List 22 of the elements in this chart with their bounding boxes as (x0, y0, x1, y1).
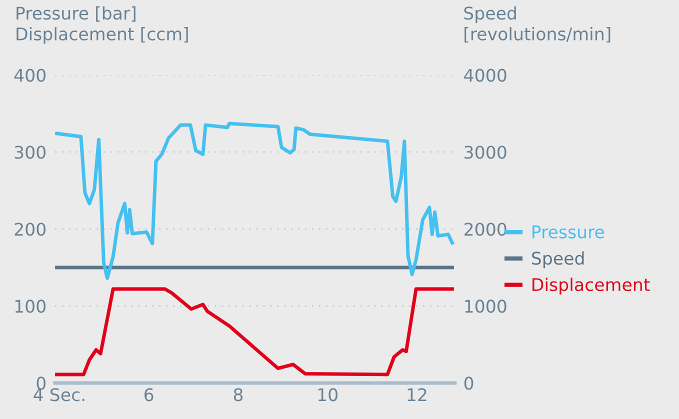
legend-label: Speed (532, 251, 584, 268)
x-tick-label: 12 (408, 388, 426, 402)
y-tick-label: 100 (15, 300, 46, 313)
y-tick-label: 400 (14, 68, 46, 82)
legend-label: Displacement (532, 278, 650, 295)
y2-tick-label: 4000 (464, 68, 506, 82)
legend-label: Pressure (532, 226, 604, 238)
y2-tick-label: 3000 (464, 146, 506, 159)
y-tick-label: 0 (36, 376, 46, 390)
y-axis-title: Pressure [bar] Displacement [ccm] (16, 6, 188, 44)
x-tick-label: 4 Sec. (34, 388, 84, 402)
line-series (55, 287, 454, 376)
x-tick-label: 6 (144, 388, 154, 402)
y-tick-label: 300 (14, 146, 46, 159)
y2-axis-title: Speed [revolutions/min] (464, 6, 610, 43)
x-tick-label: 10 (318, 388, 338, 402)
x-tick-label: 8 (234, 388, 243, 402)
y-tick-label: 200 (14, 222, 46, 236)
y2-tick-label: 2000 (464, 222, 506, 236)
y2-tick-label: 0 (464, 376, 474, 390)
y2-tick-label: 1000 (465, 300, 506, 313)
line-series (55, 122, 454, 280)
